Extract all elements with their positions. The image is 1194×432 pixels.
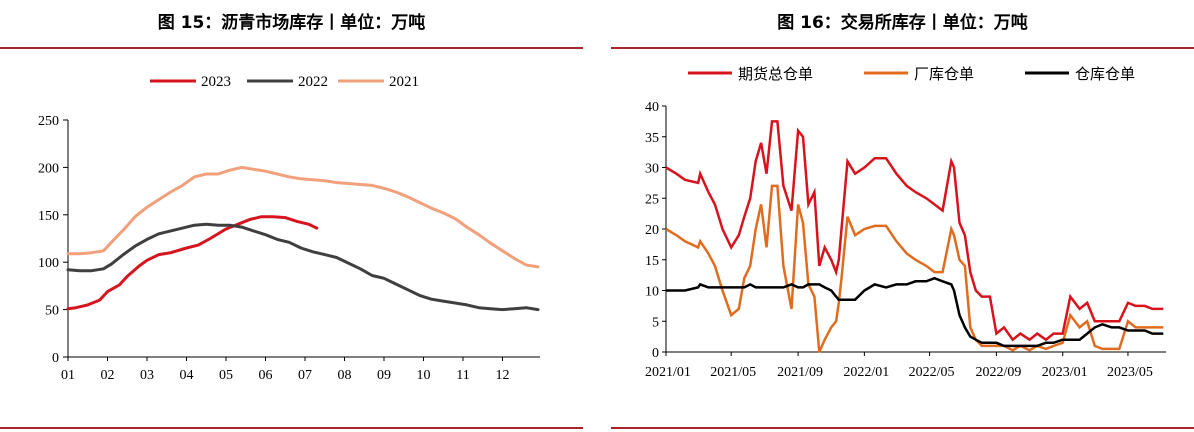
right-series-line-series-2 [665, 184, 1164, 353]
left-legend-label-2023: 2023 [201, 74, 231, 90]
right-y-tick-label: 5 [652, 315, 659, 330]
right-x-tick-label: 2023/01 [1042, 365, 1088, 380]
right-chart-svg: 0 5 10 15 20 25 30 35 40 2021/01 2021/05 2021/09 202… [645, 65, 1166, 380]
right-y-tick-label: 15 [645, 254, 659, 269]
left-legend-label-2021: 2021 [389, 74, 419, 90]
left-title-rule [0, 47, 583, 49]
left-x-tick-label: 12 [495, 368, 509, 383]
right-y-tick-label: 25 [645, 192, 659, 207]
left-x-tick-label: 01 [61, 368, 75, 383]
left-x-tick-label: 07 [298, 368, 312, 383]
left-y-tick-label: 0 [52, 351, 59, 366]
left-x-tick-label: 06 [258, 368, 272, 383]
right-x-tick-label: 2022/01 [843, 365, 889, 380]
right-x-tick-label: 2021/01 [645, 365, 691, 380]
left-x-tick-label: 05 [219, 368, 233, 383]
right-chart-panel: 图 16：交易所库存丨单位：万吨 0 5 10 15 20 25 30 35 40 2021/01… [611, 0, 1194, 432]
right-x-tick-label: 2022/09 [975, 365, 1021, 380]
left-x-tick-label: 10 [416, 368, 430, 383]
right-y-tick-label: 35 [645, 131, 659, 146]
left-x-tick-label: 03 [140, 368, 154, 383]
left-x-tick-label: 08 [337, 368, 351, 383]
right-x-tick-label: 2023/05 [1107, 365, 1153, 380]
right-y-tick-label: 20 [645, 223, 659, 238]
left-series-line-2022 [66, 222, 540, 312]
right-x-tick-label: 2022/05 [909, 365, 955, 380]
left-y-tick-label: 150 [38, 209, 59, 224]
right-y-tick-label: 0 [652, 346, 659, 361]
right-series-line-series-1 [665, 120, 1164, 342]
left-y-tick-label: 50 [45, 304, 59, 319]
right-legend-label-series-3: 仓库仓单 [1075, 65, 1135, 83]
left-x-tick-label: 02 [100, 368, 114, 383]
left-y-tick-label: 100 [38, 256, 59, 271]
right-bottom-rule [611, 427, 1194, 429]
right-title-rule [611, 47, 1194, 49]
left-x-tick-label: 04 [179, 368, 193, 383]
right-chart-title: 图 16：交易所库存丨单位：万吨 [777, 13, 1028, 33]
left-chart-title: 图 15：沥青市场库存丨单位：万吨 [157, 13, 426, 33]
right-legend-label-series-1: 期货总仓单 [738, 65, 813, 83]
right-x-tick-label: 2021/05 [710, 365, 756, 380]
left-x-tick-label: 09 [377, 368, 391, 383]
left-y-tick-label: 200 [38, 161, 59, 176]
right-y-tick-label: 10 [645, 285, 659, 300]
left-chart-svg: 0 50 100 150 200 250 01 02 03 04 05 06 07 08 09 10 11 12 2… [38, 74, 540, 383]
right-legend-label-series-2: 厂库仓单 [914, 65, 974, 83]
right-x-tick-label: 2021/09 [777, 365, 823, 380]
left-series-line-2023 [66, 215, 319, 311]
left-series-line-2021 [66, 165, 540, 269]
left-x-tick-label: 11 [456, 368, 469, 383]
left-y-tick-label: 250 [38, 114, 59, 129]
left-bottom-rule [0, 427, 583, 429]
right-y-tick-label: 30 [645, 162, 659, 177]
right-y-tick-label: 40 [645, 100, 659, 115]
left-chart-panel: 图 15：沥青市场库存丨单位：万吨 0 50 100 150 200 250 01 02 03 0… [0, 0, 583, 432]
right-series-line-series-3 [666, 276, 1164, 348]
left-legend-label-2022: 2022 [298, 74, 328, 90]
